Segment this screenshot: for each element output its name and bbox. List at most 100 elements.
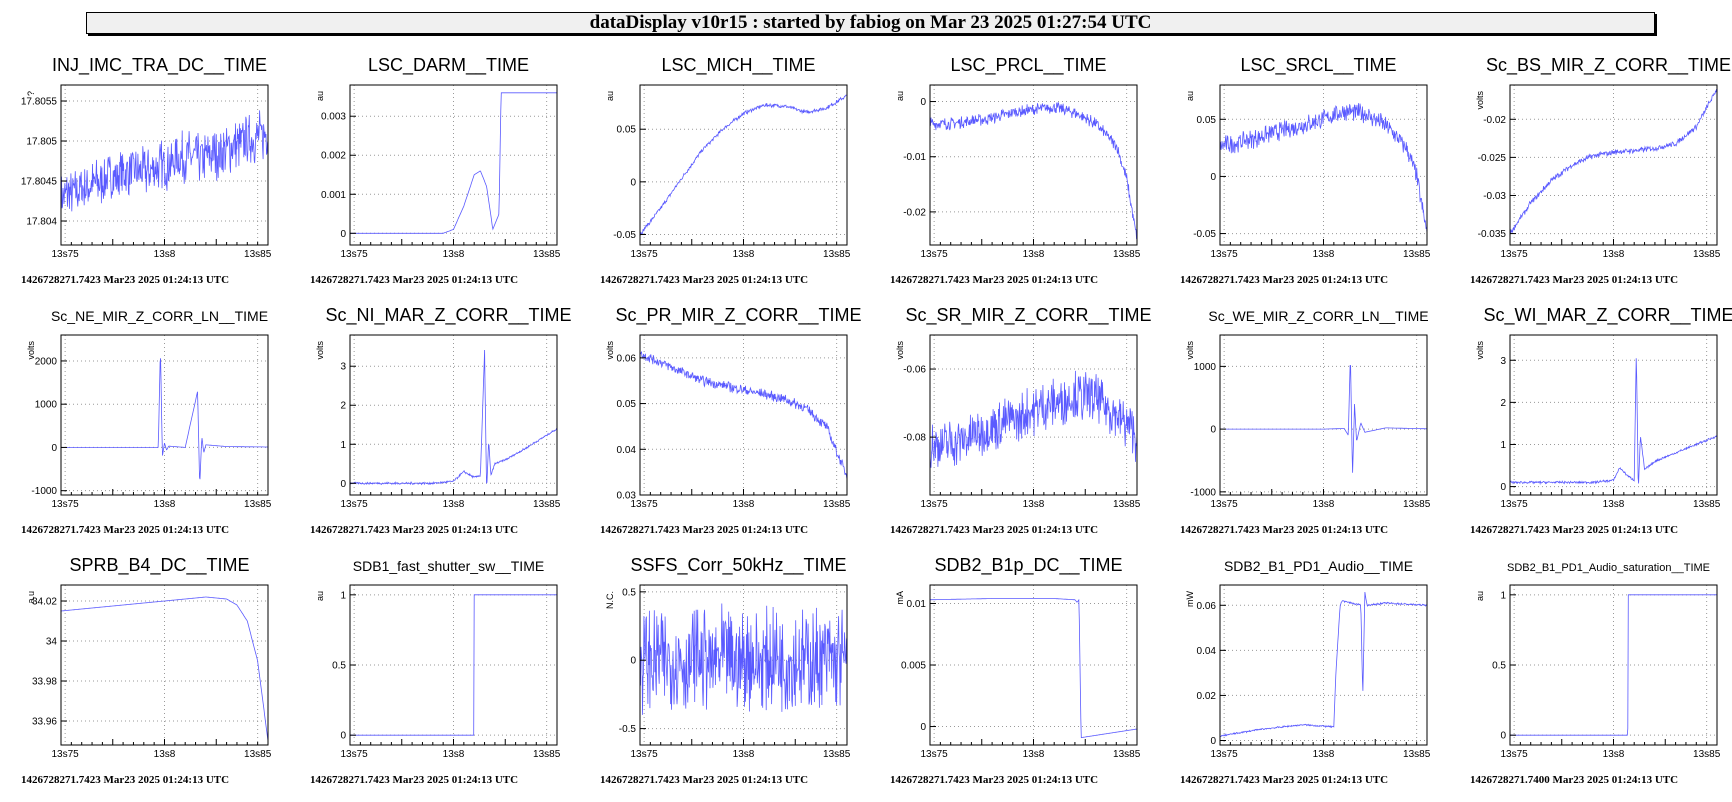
y-tick-label: -0.06 — [903, 365, 926, 376]
y-axis-label: mA — [895, 591, 905, 605]
y-tick-label: 0.05 — [617, 399, 637, 410]
y-axis-label: volts — [895, 341, 905, 360]
chart-title: SPRB_B4_DC__TIME — [69, 555, 249, 576]
data-series-line — [929, 370, 1138, 468]
gps-timestamp: 1426728271.7423 Mar23 2025 01:24:13 UTC — [310, 524, 518, 536]
x-tick-label: 13s85 — [1693, 499, 1721, 510]
y-tick-label: 0 — [1500, 731, 1506, 742]
x-tick-label: 13s8 — [1023, 499, 1045, 510]
y-tick-label: 2 — [340, 401, 346, 412]
x-tick-label: 13s85 — [1693, 249, 1721, 260]
x-tick-label: 13s75 — [1501, 249, 1529, 260]
y-axis-label: au — [315, 591, 325, 601]
y-tick-label: 0.04 — [1197, 646, 1217, 657]
x-tick-label: 13s85 — [533, 249, 561, 260]
gps-timestamp: 1426728271.7423 Mar23 2025 01:24:13 UTC — [21, 774, 229, 786]
y-tick-label: -0.5 — [619, 724, 637, 735]
chart-title: Sc_PR_MIR_Z_CORR__TIME — [615, 305, 861, 326]
x-tick-label: 13s75 — [52, 499, 80, 510]
y-axis-label: au — [605, 91, 615, 101]
y-tick-label: -0.05 — [1193, 229, 1216, 240]
x-tick-label: 13s8 — [733, 499, 755, 510]
x-tick-label: 13s85 — [1403, 499, 1431, 510]
x-tick-label: 13s85 — [244, 249, 272, 260]
x-tick-label: 13s8 — [1313, 249, 1335, 260]
y-axis-label: volts — [1475, 341, 1485, 360]
gps-timestamp: 1426728271.7423 Mar23 2025 01:24:13 UTC — [1180, 524, 1388, 536]
y-tick-label: 1 — [340, 590, 346, 601]
x-tick-label: 13s8 — [154, 749, 176, 760]
chart-title: Sc_WE_MIR_Z_CORR_LN__TIME — [1208, 308, 1428, 324]
gps-timestamp: 1426728271.7423 Mar23 2025 01:24:13 UTC — [890, 524, 1098, 536]
x-tick-label: 13s8 — [1603, 499, 1625, 510]
x-tick-label: 13s85 — [1113, 249, 1141, 260]
gps-timestamp: 1426728271.7400 Mar23 2025 01:24:13 UTC — [1470, 774, 1678, 786]
y-tick-label: 34.02 — [32, 597, 57, 608]
y-tick-label: 0 — [920, 97, 926, 108]
gps-timestamp: 1426728271.7423 Mar23 2025 01:24:13 UTC — [1470, 524, 1678, 536]
x-tick-label: 13s75 — [1211, 249, 1239, 260]
x-tick-label: 13s8 — [443, 249, 465, 260]
y-axis-label: au — [895, 91, 905, 101]
chart-title: SSFS_Corr_50kHz__TIME — [630, 555, 846, 576]
chart-title: LSC_PRCL__TIME — [950, 55, 1106, 76]
chart-panel-15: SDB2_B1p_DC__TIME mA 0 0.005 0.01 13s75 13s8 13… — [890, 555, 1141, 786]
x-tick-label: 13s75 — [1501, 499, 1529, 510]
y-tick-label: -1000 — [31, 486, 57, 497]
y-axis-label: au — [1475, 591, 1485, 601]
y-tick-label: 33.96 — [32, 717, 57, 728]
y-tick-label: 0 — [1500, 482, 1506, 493]
y-tick-label: 0 — [1210, 172, 1216, 183]
chart-title: SDB2_B1_PD1_Audio__TIME — [1224, 558, 1413, 574]
gps-timestamp: 1426728271.7423 Mar23 2025 01:24:13 UTC — [1180, 774, 1388, 786]
y-tick-label: 0.5 — [1492, 661, 1506, 672]
y-axis-label: au — [1185, 91, 1195, 101]
y-tick-label: -0.025 — [1478, 153, 1507, 164]
gps-timestamp: 1426728271.7423 Mar23 2025 01:24:13 UTC — [1180, 274, 1388, 286]
x-tick-label: 13s75 — [631, 749, 659, 760]
x-tick-label: 13s85 — [1693, 749, 1721, 760]
chart-title: Sc_NI_MAR_Z_CORR__TIME — [325, 305, 571, 326]
chart-panel-0: INJ_IMC_TRA_DC__TIME? 17.804 17.8045 17.805… — [21, 55, 272, 286]
y-axis-label: volts — [605, 341, 615, 360]
x-tick-label: 13s8 — [733, 749, 755, 760]
y-tick-label: 33.98 — [32, 677, 57, 688]
y-tick-label: 0.003 — [321, 112, 346, 123]
data-series-line — [1219, 591, 1428, 738]
data-series-line — [61, 596, 269, 742]
y-axis-label: volts — [315, 341, 325, 360]
gps-timestamp: 1426728271.7423 Mar23 2025 01:24:13 UTC — [600, 274, 808, 286]
y-tick-label: -0.08 — [903, 433, 926, 444]
y-tick-label: 1 — [340, 440, 346, 451]
data-series-line — [639, 94, 848, 236]
x-tick-label: 13s85 — [1403, 749, 1431, 760]
y-tick-label: 1000 — [35, 400, 58, 411]
y-tick-label: 0 — [1210, 736, 1216, 747]
y-tick-label: 1 — [1500, 440, 1506, 451]
x-tick-label: 13s8 — [733, 249, 755, 260]
y-tick-label: 1 — [1500, 590, 1506, 601]
chart-title: LSC_SRCL__TIME — [1240, 55, 1396, 76]
chart-title: Sc_BS_MIR_Z_CORR__TIME — [1486, 55, 1731, 76]
y-tick-label: -0.03 — [1483, 191, 1506, 202]
x-tick-label: 13s75 — [921, 749, 949, 760]
y-tick-label: 3 — [340, 362, 346, 373]
data-series-line — [639, 603, 848, 715]
y-tick-label: 0.03 — [617, 491, 637, 502]
x-tick-label: 13s85 — [244, 749, 272, 760]
y-axis-label: au — [315, 91, 325, 101]
y-tick-label: 0.002 — [321, 151, 346, 162]
x-tick-label: 13s85 — [1113, 499, 1141, 510]
x-tick-label: 13s8 — [1023, 749, 1045, 760]
x-tick-label: 13s8 — [1313, 499, 1335, 510]
gps-timestamp: 1426728271.7423 Mar23 2025 01:24:13 UTC — [310, 274, 518, 286]
x-tick-label: 13s85 — [1113, 749, 1141, 760]
chart-title: Sc_WI_MAR_Z_CORR__TIME — [1483, 305, 1732, 326]
y-tick-label: 17.8045 — [21, 177, 58, 188]
gps-timestamp: 1426728271.7423 Mar23 2025 01:24:13 UTC — [21, 274, 229, 286]
data-series-line — [930, 598, 1138, 739]
chart-panel-16: SDB2_B1_PD1_Audio__TIME mW 0 0.02 0.04 0.06 13… — [1180, 558, 1431, 786]
chart-title: Sc_SR_MIR_Z_CORR__TIME — [905, 305, 1151, 326]
